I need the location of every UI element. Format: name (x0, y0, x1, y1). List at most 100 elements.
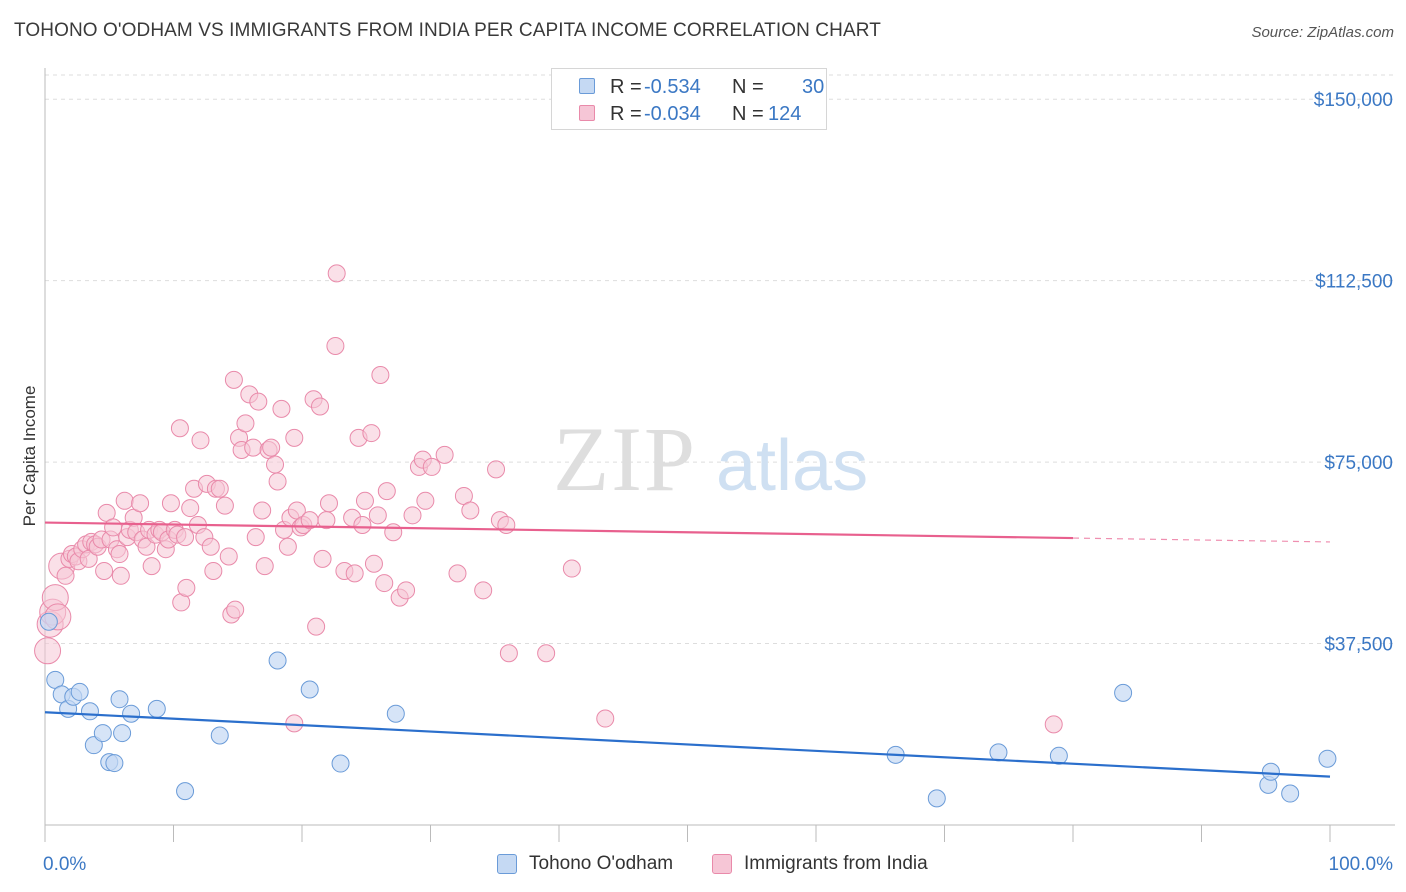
data-point-india (255, 557, 274, 576)
data-point-india (95, 561, 114, 580)
data-point-tohono (927, 789, 946, 808)
data-point-india (253, 501, 272, 520)
data-point-india (397, 581, 416, 600)
data-point-india (131, 494, 150, 513)
series-tohono-oodham (39, 612, 1337, 808)
data-point-india (210, 479, 229, 498)
data-point-tohono (147, 699, 166, 718)
data-point-tohono (331, 754, 350, 773)
data-point-tohono (80, 702, 99, 721)
x-tick-labels: 0.0% 100.0% (43, 854, 1393, 875)
y-tick-label: $37,500 (1324, 635, 1393, 656)
legend-row-india: R = -0.034 N = 124 (552, 101, 826, 127)
watermark-zip: ZIP (553, 408, 697, 510)
data-point-india (368, 506, 387, 525)
data-point-india (226, 600, 245, 619)
data-point-tohono (93, 724, 112, 743)
data-point-india (204, 561, 223, 580)
data-point-india (161, 494, 180, 513)
y-tick-label: $150,000 (1314, 90, 1393, 111)
legend-swatch-pink (579, 105, 595, 121)
data-point-india (474, 581, 493, 600)
data-point-tohono (105, 754, 124, 773)
data-point-india (326, 336, 345, 355)
grid-lines (45, 74, 1395, 645)
data-point-india (56, 566, 75, 585)
source-label: Source: ZipAtlas.com (1251, 24, 1394, 41)
axes (44, 68, 1395, 842)
data-point-india (353, 516, 372, 534)
data-point-india (285, 428, 304, 447)
bottom-legend-label: Immigrants from India (744, 853, 928, 874)
data-point-india (403, 506, 422, 525)
data-point-tohono (268, 651, 287, 670)
data-point-india (448, 564, 467, 583)
data-point-india (362, 424, 381, 443)
data-point-india (319, 494, 338, 513)
data-point-india (272, 399, 291, 418)
legend-r-label: R = (610, 76, 642, 98)
y-tick-label: $75,000 (1324, 453, 1393, 474)
data-point-tohono (300, 680, 319, 699)
data-point-tohono (1049, 746, 1068, 765)
data-point-india (310, 397, 329, 416)
data-point-india (262, 438, 281, 457)
data-point-india (111, 566, 130, 585)
x-tick-label: 0.0% (43, 854, 86, 875)
data-point-india (497, 516, 516, 534)
y-tick-label: $112,500 (1315, 272, 1393, 293)
data-point-india (562, 559, 581, 578)
data-point-india (115, 491, 134, 510)
data-point-india (176, 528, 195, 547)
data-point-india (34, 637, 62, 665)
data-point-india (110, 545, 129, 564)
data-point-india (416, 491, 435, 510)
data-point-india (435, 445, 454, 464)
chart-title: TOHONO O'ODHAM VS IMMIGRANTS FROM INDIA … (14, 20, 881, 41)
data-point-tohono (39, 612, 58, 631)
data-point-india (364, 554, 383, 573)
legend-swatch-blue (579, 78, 595, 94)
data-point-india (371, 366, 390, 384)
legend-row-tohono: R = -0.534 N = 30 (552, 74, 826, 100)
data-point-india (219, 547, 238, 566)
data-point-india (499, 644, 518, 663)
data-point-tohono (176, 782, 195, 801)
data-point-india (181, 499, 200, 518)
legend-n-value: 30 (802, 76, 825, 98)
data-point-india (422, 457, 441, 476)
data-point-india (377, 482, 396, 501)
data-point-india (249, 392, 268, 411)
data-point-india (244, 438, 263, 457)
data-point-india (487, 460, 506, 479)
data-point-india (236, 414, 255, 433)
data-point-tohono (84, 736, 103, 755)
data-point-india (246, 528, 265, 547)
data-point-india (345, 564, 364, 583)
bottom-legend-label: Tohono O'odham (529, 853, 674, 874)
data-point-tohono (70, 682, 89, 701)
bottom-legend-swatch-blue (497, 854, 517, 874)
legend-r-label: R = (610, 103, 642, 125)
data-point-tohono (210, 726, 229, 745)
data-point-tohono (386, 704, 405, 723)
data-point-tohono (122, 704, 141, 723)
trend-lines (44, 521, 1331, 778)
data-point-india (201, 537, 220, 556)
data-point-india (177, 578, 196, 597)
data-point-tohono (113, 724, 132, 743)
data-point-tohono (110, 690, 129, 709)
data-point-india (1044, 715, 1063, 734)
data-point-tohono (1114, 683, 1133, 702)
trend-line-india (44, 521, 1074, 540)
trend-line-tohono (44, 711, 1331, 778)
data-point-tohono (1281, 784, 1300, 803)
legend-n-label: N = (732, 76, 764, 98)
y-tick-labels: $37,500 $75,000 $112,500 $150,000 (1314, 90, 1393, 655)
correlation-legend: R = -0.534 N = 30 R = -0.034 N = 124 (551, 68, 827, 130)
trend-line-india-extrapolated (1072, 537, 1331, 543)
legend-n-value: 124 (768, 103, 802, 125)
data-point-india (375, 574, 394, 593)
watermark-atlas: atlas (716, 426, 868, 506)
